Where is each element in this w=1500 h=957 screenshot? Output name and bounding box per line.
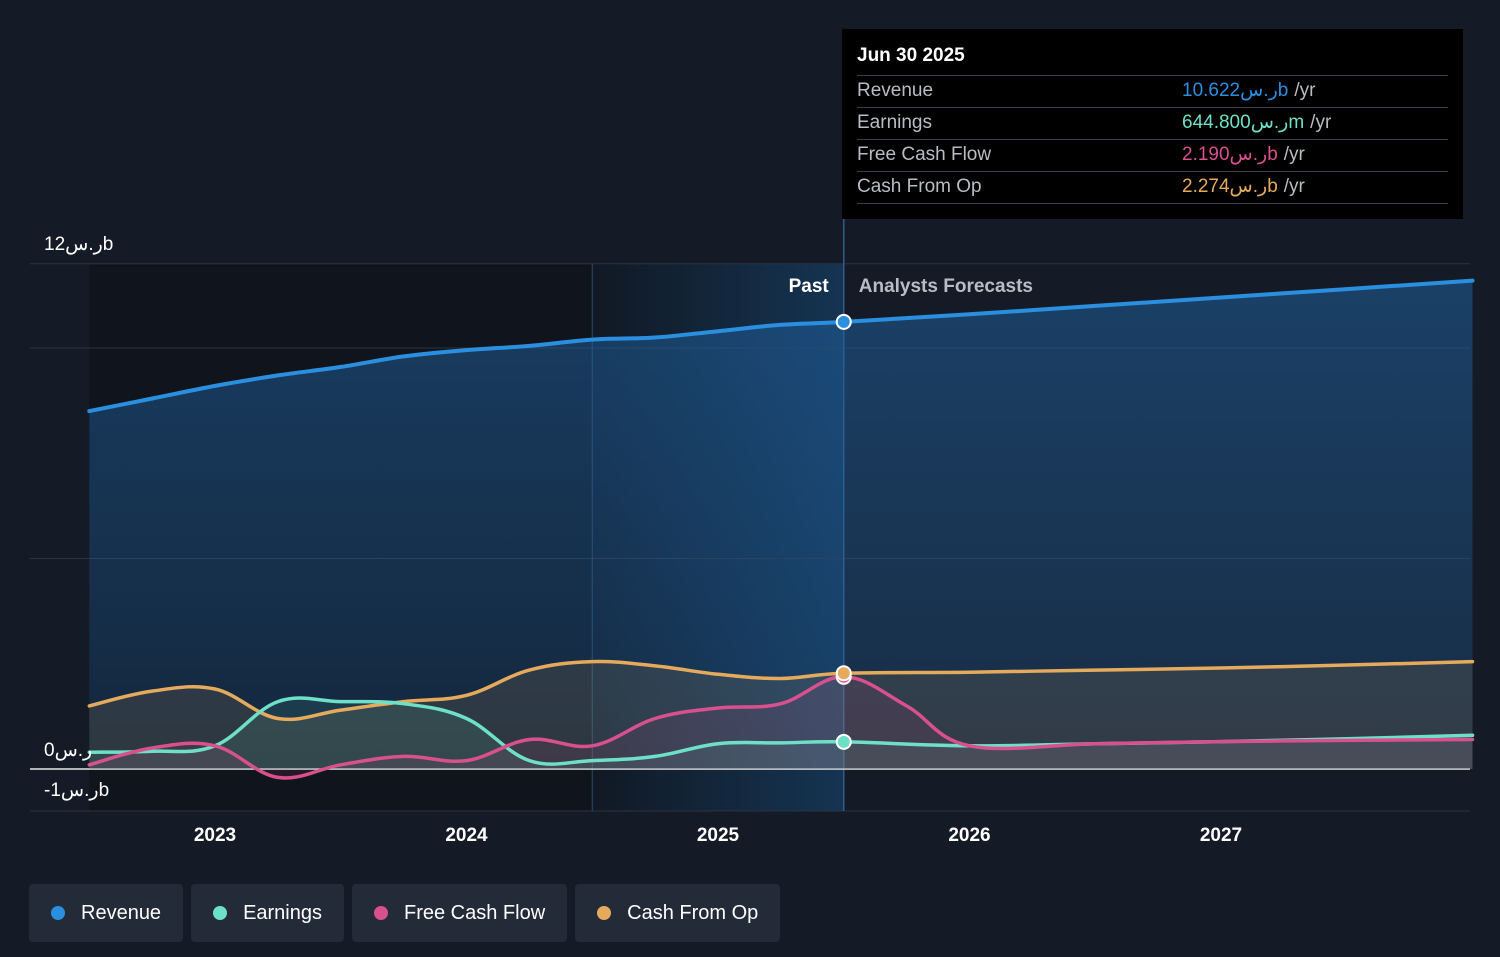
forecast-label: Analysts Forecasts — [859, 276, 1033, 297]
legend-label: Revenue — [81, 901, 162, 924]
hover-points-layer — [835, 313, 852, 750]
line-revenue — [87, 278, 1475, 414]
y-tick-label: -1ر.سb — [44, 780, 109, 801]
tooltip-row-earnings: Earnings 644.800ر.سm /yr — [857, 108, 1448, 140]
tooltip-row-revenue: Revenue 10.622ر.سb /yr — [857, 76, 1448, 108]
legend-label: Cash From Op — [627, 901, 759, 924]
area-revenue — [89, 280, 1473, 769]
hover-point-cash-from-op — [835, 665, 852, 682]
y-tick-label: 12ر.سb — [44, 234, 113, 255]
x-tick-label: 2025 — [697, 825, 740, 846]
legend-dot-icon — [213, 906, 228, 920]
tooltip-unit: /yr — [1283, 176, 1305, 197]
tooltip-value: 2.274ر.سb — [1182, 176, 1278, 197]
x-tick-label: 2024 — [445, 825, 488, 846]
series-lines-layer — [87, 278, 1475, 780]
tooltip-row-free-cash-flow: Free Cash Flow 2.190ر.سb /yr — [857, 140, 1448, 172]
hover-point-earnings — [835, 733, 852, 750]
legend-dot-icon — [597, 906, 612, 920]
legend-item-cash-from-op[interactable]: Cash From Op — [575, 884, 781, 942]
tooltip-label: Free Cash Flow — [857, 144, 992, 165]
area-layer — [89, 280, 1473, 778]
y-tick-label: 0ر.س — [44, 740, 92, 761]
x-tick-label: 2027 — [1200, 825, 1242, 846]
axis-labels-layer: 12ر.سb 0ر.س -1ر.سb 2023 2024 2025 2026 2027 Past… — [44, 234, 1242, 846]
tooltip-panel: Jun 30 2025 Revenue 10.622ر.سb /yr Earni… — [842, 29, 1463, 219]
tooltip-value: 2.190ر.سb — [1182, 144, 1278, 165]
legend-item-revenue[interactable]: Revenue — [29, 884, 184, 942]
legend-dot-icon — [374, 906, 388, 920]
legend-label: Free Cash Flow — [404, 901, 546, 924]
tooltip-value: 10.622ر.سb — [1182, 80, 1289, 101]
tooltip-unit: /yr — [1310, 112, 1332, 133]
hover-point-revenue — [835, 313, 852, 330]
past-label: Past — [789, 276, 830, 297]
legend-item-free-cash-flow[interactable]: Free Cash Flow — [352, 884, 568, 942]
line-cash-from-op — [87, 659, 1475, 722]
line-free-cash-flow — [87, 675, 1475, 780]
legend-dot-icon — [51, 906, 65, 920]
tooltip-label: Revenue — [857, 80, 934, 101]
x-tick-label: 2023 — [194, 825, 236, 846]
tooltip-unit: /yr — [1283, 144, 1305, 165]
tooltip-label: Cash From Op — [857, 176, 982, 197]
tooltip-value: 644.800ر.سm — [1182, 112, 1305, 133]
tooltip-unit: /yr — [1294, 80, 1316, 101]
tooltip-row-cash-from-op: Cash From Op 2.274ر.سb /yr — [857, 172, 1448, 204]
tooltip-label: Earnings — [857, 112, 932, 133]
area-earnings — [89, 698, 1473, 769]
legend-item-earnings[interactable]: Earnings — [191, 884, 344, 942]
area-free-cash-flow — [89, 676, 1473, 778]
x-tick-label: 2026 — [948, 825, 990, 846]
legend-label: Earnings — [243, 901, 322, 924]
tooltip-date: Jun 30 2025 — [857, 43, 1448, 76]
legend: Revenue Earnings Free Cash Flow Cash Fro… — [29, 884, 781, 942]
